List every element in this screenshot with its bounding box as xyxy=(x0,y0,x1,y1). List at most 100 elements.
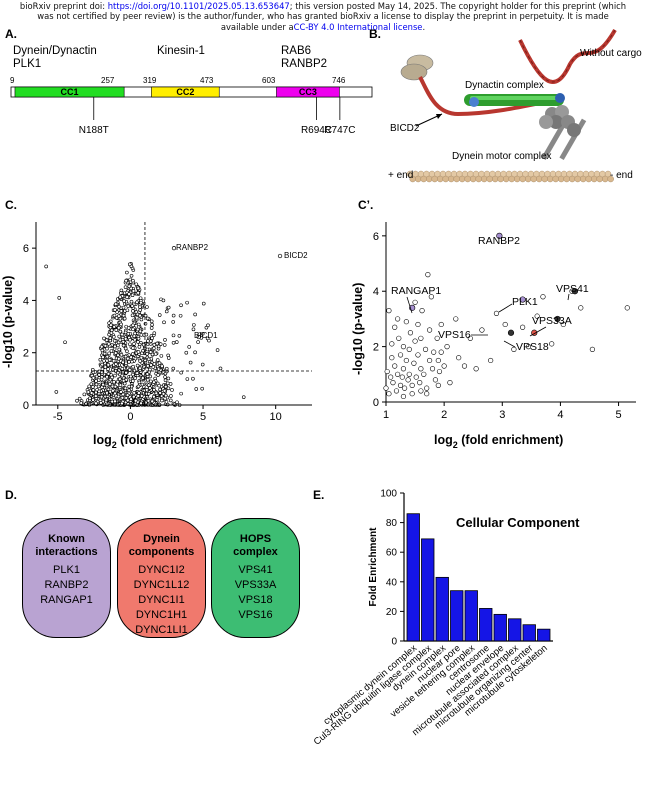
volcano-point xyxy=(99,401,103,405)
enriched-label-rangap1: RANGAP1 xyxy=(391,285,441,297)
volcano-point xyxy=(102,351,107,356)
enriched-point xyxy=(534,313,540,319)
volcano-point xyxy=(121,343,126,348)
group-item: DYNC1I2 xyxy=(138,564,185,576)
volcano-point xyxy=(125,295,129,299)
volcano-point xyxy=(118,329,123,334)
volcano-point xyxy=(107,351,111,356)
volcano-point xyxy=(99,344,104,349)
enriched-point xyxy=(427,327,433,333)
volcano-point xyxy=(129,397,133,401)
y-tick-label: 2 xyxy=(373,342,379,354)
volcano-point xyxy=(139,401,143,406)
volcano-point xyxy=(94,394,98,398)
volcano-point xyxy=(106,363,111,367)
pos-257: 257 xyxy=(101,76,115,85)
pos-603: 603 xyxy=(262,76,276,85)
volcano-point xyxy=(108,377,113,382)
volcano-point xyxy=(113,391,117,396)
enriched-point xyxy=(415,321,421,328)
volcano-point xyxy=(127,292,131,296)
volcano-point xyxy=(136,291,140,295)
volcano-point xyxy=(151,365,156,369)
enriched-point xyxy=(624,305,630,311)
enriched-point xyxy=(421,371,427,377)
enriched-point xyxy=(413,374,419,380)
volcano-point xyxy=(154,397,159,402)
volcano-point xyxy=(96,384,101,389)
volcano-point xyxy=(126,304,131,308)
volcano-point xyxy=(124,278,128,283)
volcano-point xyxy=(131,346,135,350)
enriched-point xyxy=(396,335,402,341)
volcano-point xyxy=(149,379,153,384)
enriched-point-ranbp2 xyxy=(496,232,503,239)
volcano-point xyxy=(136,350,141,354)
volcano-point xyxy=(102,336,106,341)
volcano-point xyxy=(161,298,166,303)
enriched-point xyxy=(412,299,418,305)
volcano-point xyxy=(152,380,156,384)
volcano-point xyxy=(163,375,167,379)
volcano-point xyxy=(114,362,118,366)
enriched-label-vps33a: VPS33A xyxy=(532,315,572,327)
enriched-point-plk1 xyxy=(519,296,526,303)
enriched-point xyxy=(549,341,555,347)
volcano-point xyxy=(103,344,108,348)
enriched-point xyxy=(511,346,517,352)
volcano-point xyxy=(116,357,121,361)
volcano-label-bicd1: BICD1 xyxy=(194,331,218,340)
group-item: PLK1 xyxy=(53,564,80,576)
volcano-point xyxy=(94,379,98,383)
microtubule xyxy=(406,170,614,183)
volcano-point xyxy=(123,337,128,341)
volcano-point xyxy=(91,376,96,380)
volcano-point xyxy=(113,351,118,355)
volcano-point xyxy=(171,333,176,338)
volcano-point xyxy=(128,337,132,342)
bar-chart-body: 0 20 40 60 80 100 Fold Enrichment Cellular Comp… xyxy=(312,489,580,748)
volcano-point xyxy=(105,346,109,351)
volcano-point xyxy=(86,390,91,394)
panel-label-b: B. xyxy=(369,27,381,41)
enriched-point xyxy=(388,374,394,380)
mutation-label: R747C xyxy=(324,125,355,136)
volcano-point xyxy=(127,284,132,289)
volcano-point xyxy=(124,361,128,366)
volcano-point xyxy=(119,309,124,313)
enriched-point xyxy=(395,371,401,377)
volcano-label-ranbp2: RANBP2 xyxy=(176,243,209,252)
volcano-point xyxy=(103,365,108,369)
volcano-point xyxy=(145,378,150,382)
bicd2-folded-shape xyxy=(518,29,617,84)
volcano-plot: -5 0 5 10 0 2 4 6 RANBP2 BICD2 BICD1 log2 (fold… xyxy=(1,222,312,450)
volcano-point xyxy=(99,394,104,399)
doi-link[interactable]: https://doi.org/10.1101/2025.05.13.65364… xyxy=(107,1,290,11)
volcano-point xyxy=(110,384,115,389)
volcano-point xyxy=(123,386,128,391)
enriched-point xyxy=(397,352,404,358)
enriched-point xyxy=(418,335,424,341)
volcano-point xyxy=(193,350,197,355)
volcano-point xyxy=(130,313,135,318)
y-tick-label: 40 xyxy=(386,577,398,588)
volcano-point xyxy=(191,376,195,381)
volcano-point xyxy=(119,322,123,327)
enriched-ylabel: -log10 (p-value) xyxy=(351,283,365,375)
volcano-point xyxy=(166,386,171,391)
y-tick-label: 80 xyxy=(386,518,398,529)
volcano-point xyxy=(135,300,139,305)
volcano-point xyxy=(171,320,175,324)
volcano-point xyxy=(112,380,116,384)
volcano-point xyxy=(100,362,104,367)
group-title: Known xyxy=(48,533,85,545)
volcano-axes: -5 0 5 10 0 2 4 6 xyxy=(23,222,312,423)
license-link[interactable]: CC-BY 4.0 International license xyxy=(293,21,423,32)
volcano-point xyxy=(99,377,104,382)
volcano-point xyxy=(130,352,135,356)
volcano-point xyxy=(166,356,171,360)
volcano-point xyxy=(191,327,196,332)
volcano-point xyxy=(44,264,48,269)
volcano-point xyxy=(148,350,153,354)
volcano-point xyxy=(122,316,127,321)
